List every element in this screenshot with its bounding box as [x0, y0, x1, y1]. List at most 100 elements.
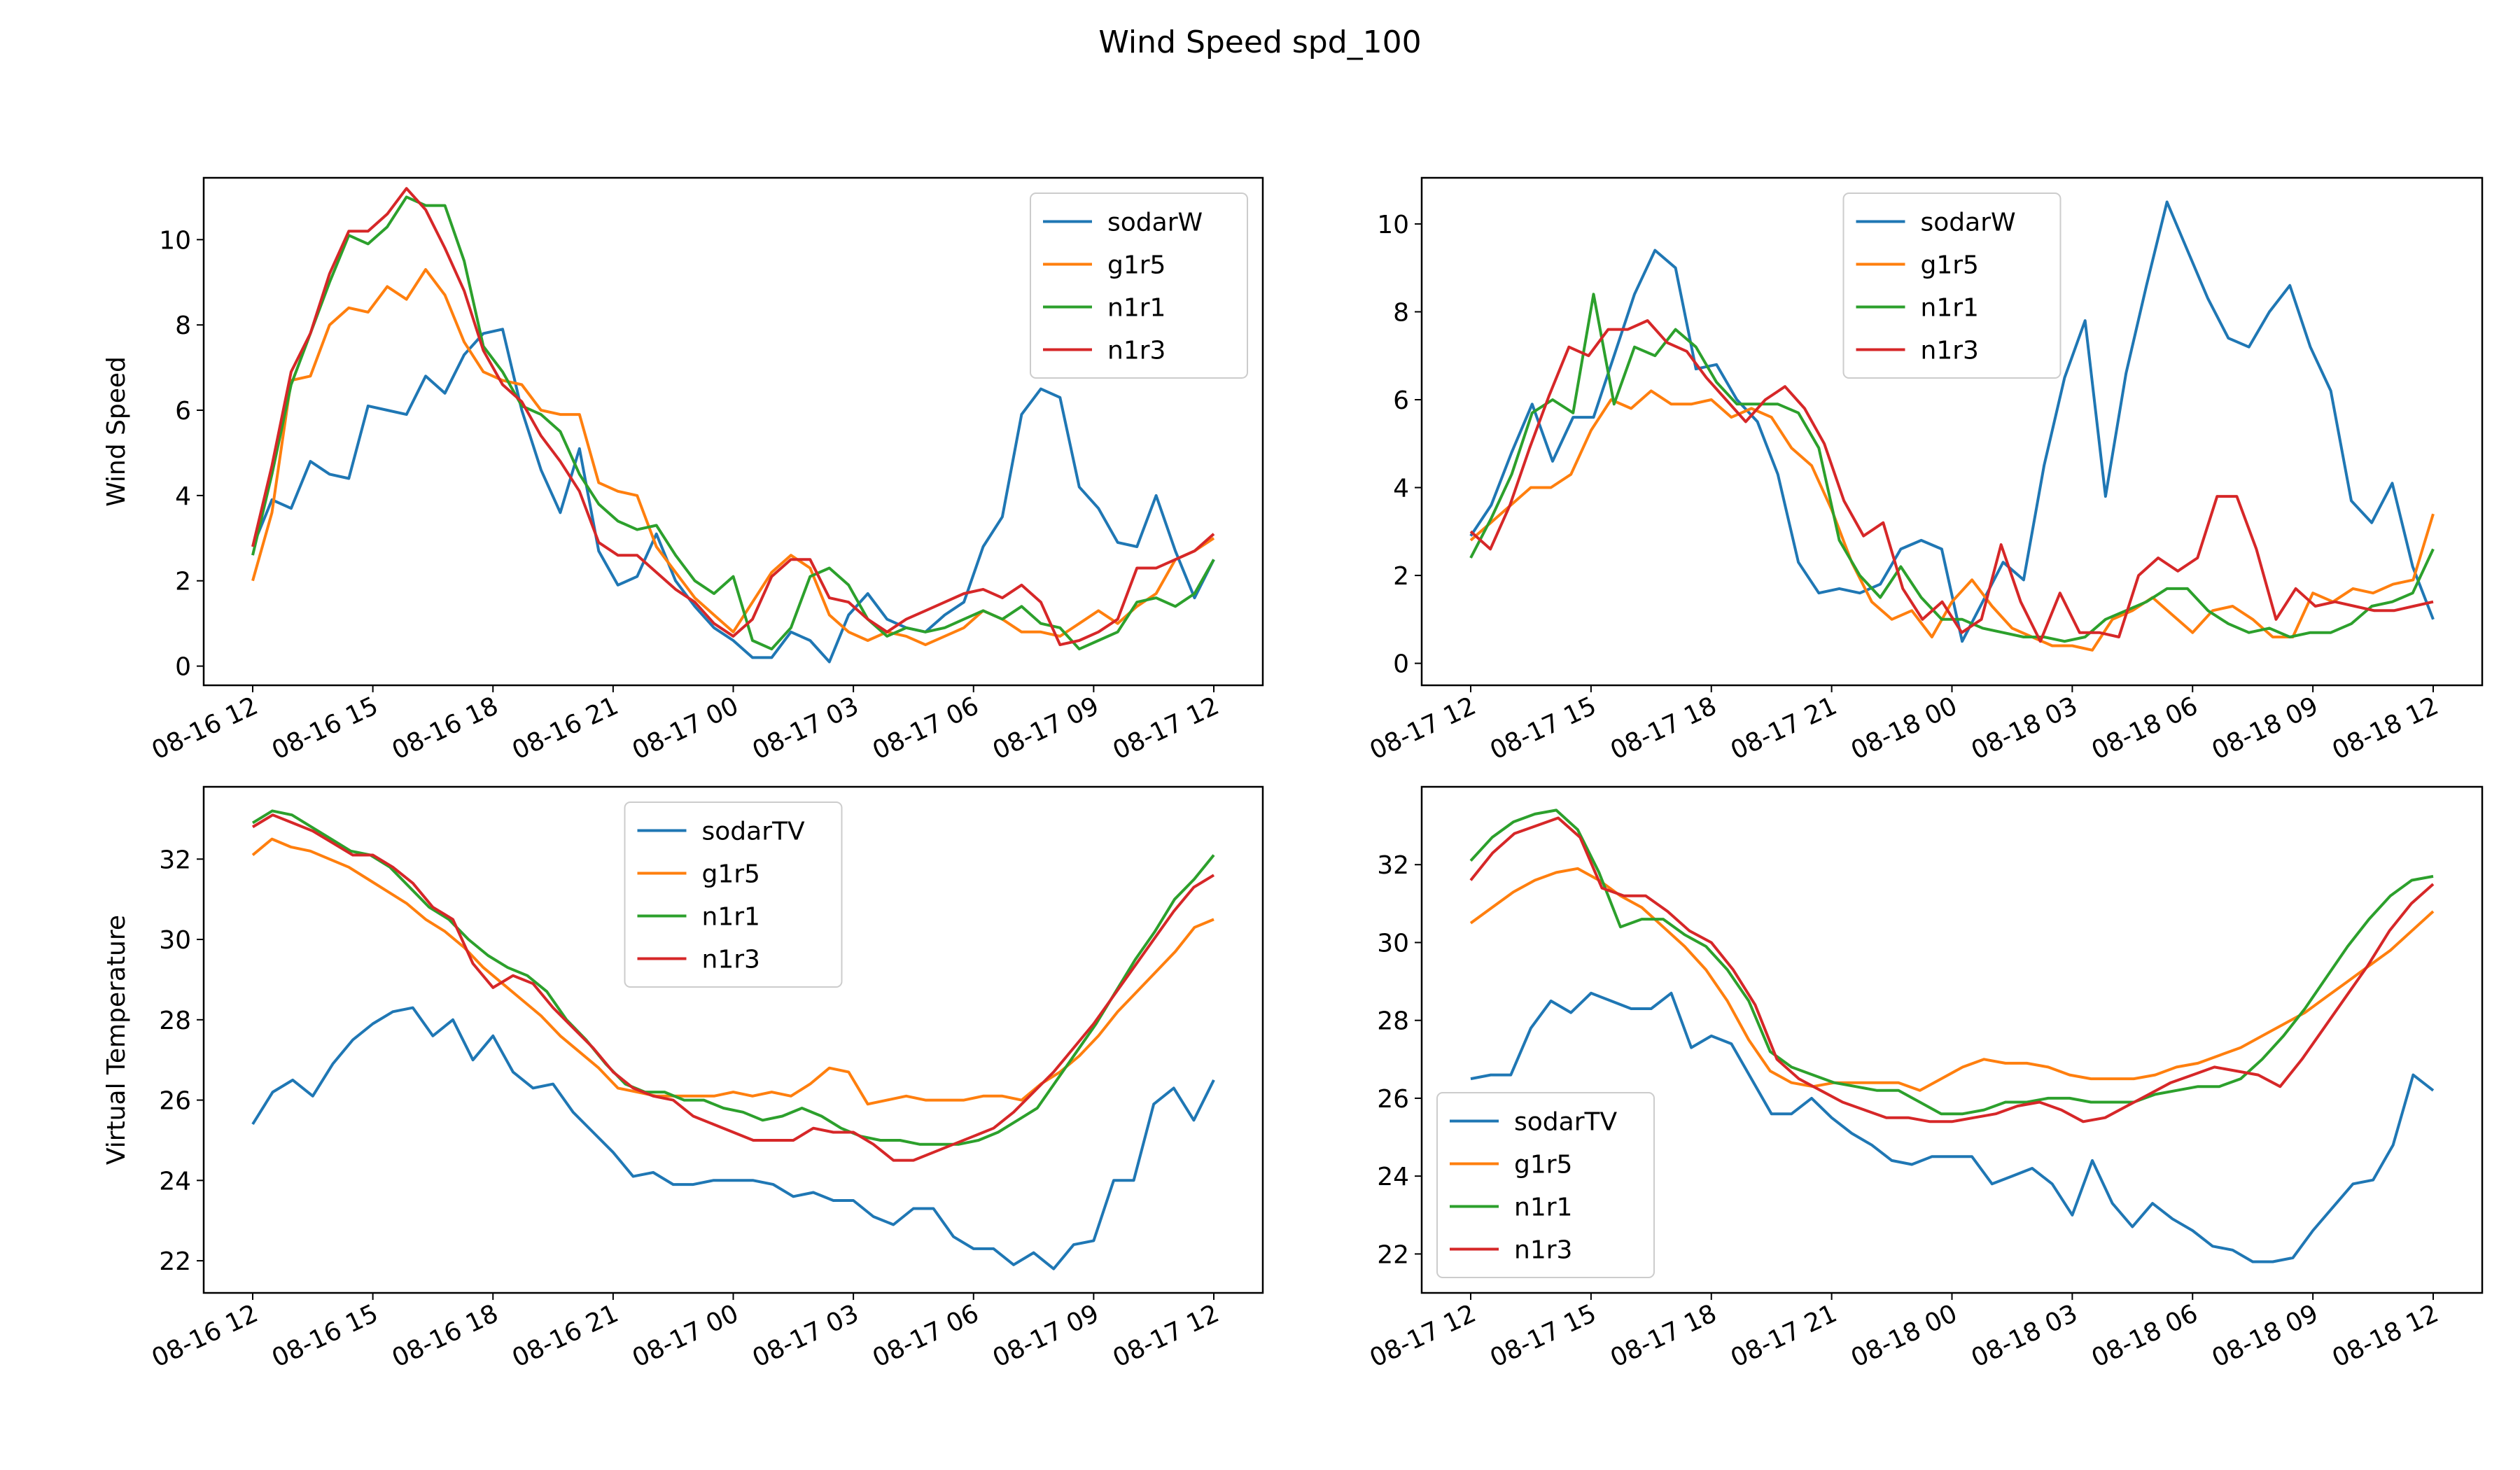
y-tick-label: 8 [175, 312, 191, 340]
y-tick-label: 32 [1377, 851, 1409, 880]
y-tick-label: 6 [1393, 386, 1409, 415]
x-tick-label: 08-17 03 [748, 692, 863, 766]
y-tick-label: 10 [159, 226, 191, 255]
x-tick-label: 08-17 00 [628, 692, 743, 766]
x-tick-label: 08-17 12 [1366, 1299, 1480, 1373]
x-tick-label: 08-17 09 [988, 1299, 1103, 1373]
x-tick-label: 08-17 09 [988, 692, 1103, 766]
y-tick-label: 32 [159, 846, 191, 874]
legend-label: sodarTV [1514, 1108, 1617, 1137]
legend-box [1436, 1092, 1655, 1278]
y-tick-label: 22 [159, 1247, 191, 1276]
x-tick-label: 08-17 21 [1726, 1299, 1841, 1373]
y-axis-label: Wind Speed [102, 356, 131, 507]
legend-label: sodarTV [702, 818, 805, 846]
x-tick-label: 08-18 00 [1847, 692, 1961, 766]
legend-box [1030, 192, 1248, 379]
y-axis-label: Virtual Temperature [102, 915, 131, 1165]
legend: sodarTV g1r5 n1r1 n1r3 [624, 802, 843, 988]
x-tick-label: 08-18 09 [2208, 1299, 2323, 1373]
series-line-n1r3 [251, 187, 1215, 647]
series-line-g1r5 [1469, 389, 2435, 652]
y-tick-label: 2 [1393, 562, 1409, 591]
legend: sodarW g1r5 n1r1 n1r3 [1842, 192, 2062, 379]
series-line-n1r1 [251, 809, 1215, 1146]
legend-label: n1r1 [1107, 294, 1166, 323]
y-tick-label: 30 [159, 926, 191, 955]
legend-label: sodarW [1107, 209, 1203, 237]
x-tick-label: 08-16 15 [267, 692, 382, 766]
y-tick-label: 6 [175, 397, 191, 426]
x-tick-label: 08-16 18 [388, 1299, 503, 1373]
series-line-g1r5 [251, 837, 1214, 1106]
legend-label: n1r1 [1921, 294, 1979, 323]
legend-box [1842, 192, 2062, 379]
x-tick-label: 08-17 00 [628, 1299, 743, 1373]
y-tick-label: 10 [1377, 211, 1409, 239]
x-tick-label: 08-17 18 [1606, 1299, 1721, 1373]
y-tick-label: 2 [175, 568, 191, 596]
y-tick-label: 28 [159, 1007, 191, 1035]
x-tick-label: 08-17 21 [1726, 692, 1841, 766]
series-line-sodarW [1469, 200, 2435, 643]
series-line-n1r3 [1469, 816, 2435, 1124]
x-tick-label: 08-16 15 [267, 1299, 382, 1373]
y-tick-label: 24 [159, 1167, 191, 1196]
x-tick-label: 08-17 12 [1109, 1299, 1224, 1373]
x-tick-label: 08-16 21 [508, 692, 623, 766]
y-tick-label: 28 [1377, 1007, 1409, 1036]
legend-label: g1r5 [1921, 251, 1979, 280]
legend: sodarW g1r5 n1r1 n1r3 [1030, 192, 1248, 379]
x-tick-label: 08-17 18 [1606, 692, 1721, 766]
legend-label: n1r3 [1107, 337, 1166, 365]
x-tick-label: 08-16 12 [148, 1299, 262, 1373]
x-tick-label: 08-18 09 [2208, 692, 2323, 766]
x-tick-label: 08-17 12 [1109, 692, 1224, 766]
series-line-sodarW [251, 328, 1215, 664]
x-tick-label: 08-17 15 [1486, 692, 1601, 766]
series-line-sodarTV [251, 1006, 1215, 1270]
y-tick-label: 26 [1377, 1085, 1409, 1114]
x-tick-label: 08-17 06 [869, 692, 983, 766]
legend-label: n1r3 [702, 946, 760, 974]
legend-label: n1r1 [1514, 1194, 1572, 1222]
legend-label: n1r3 [1514, 1236, 1572, 1265]
y-tick-label: 8 [1393, 298, 1409, 327]
series-line-n1r3 [1469, 319, 2434, 643]
x-tick-label: 08-17 03 [748, 1299, 863, 1373]
x-tick-label: 08-17 06 [869, 1299, 983, 1373]
x-tick-label: 08-16 21 [508, 1299, 623, 1373]
x-tick-label: 08-18 06 [2087, 692, 2202, 766]
y-tick-label: 4 [175, 482, 191, 511]
x-tick-label: 08-18 03 [1967, 692, 2082, 766]
series-line-n1r1 [1469, 808, 2434, 1116]
x-tick-label: 08-18 03 [1967, 1299, 2082, 1373]
y-tick-label: 4 [1393, 475, 1409, 503]
legend-label: n1r3 [1921, 337, 1979, 365]
legend-label: g1r5 [702, 860, 760, 889]
x-tick-label: 08-18 12 [2328, 692, 2443, 766]
x-tick-label: 08-16 18 [388, 692, 503, 766]
series-line-n1r3 [251, 813, 1215, 1162]
y-tick-label: 24 [1377, 1163, 1409, 1191]
legend-label: sodarW [1921, 209, 2016, 237]
legend-box [624, 802, 843, 988]
y-tick-label: 0 [175, 653, 191, 682]
figure-title: Wind Speed spd_100 [1098, 24, 1421, 60]
x-tick-label: 08-17 15 [1486, 1299, 1601, 1373]
x-tick-label: 08-18 06 [2087, 1299, 2202, 1373]
x-tick-label: 08-16 12 [148, 692, 262, 766]
series-line-sodarTV [1470, 991, 2435, 1264]
series-line-n1r1 [251, 195, 1215, 651]
legend: sodarTV g1r5 n1r1 n1r3 [1436, 1092, 1655, 1278]
y-tick-label: 30 [1377, 929, 1409, 958]
legend-label: g1r5 [1514, 1151, 1572, 1180]
legend-label: n1r1 [702, 903, 760, 932]
legend-label: g1r5 [1107, 251, 1166, 280]
series-line-g1r5 [251, 268, 1215, 647]
